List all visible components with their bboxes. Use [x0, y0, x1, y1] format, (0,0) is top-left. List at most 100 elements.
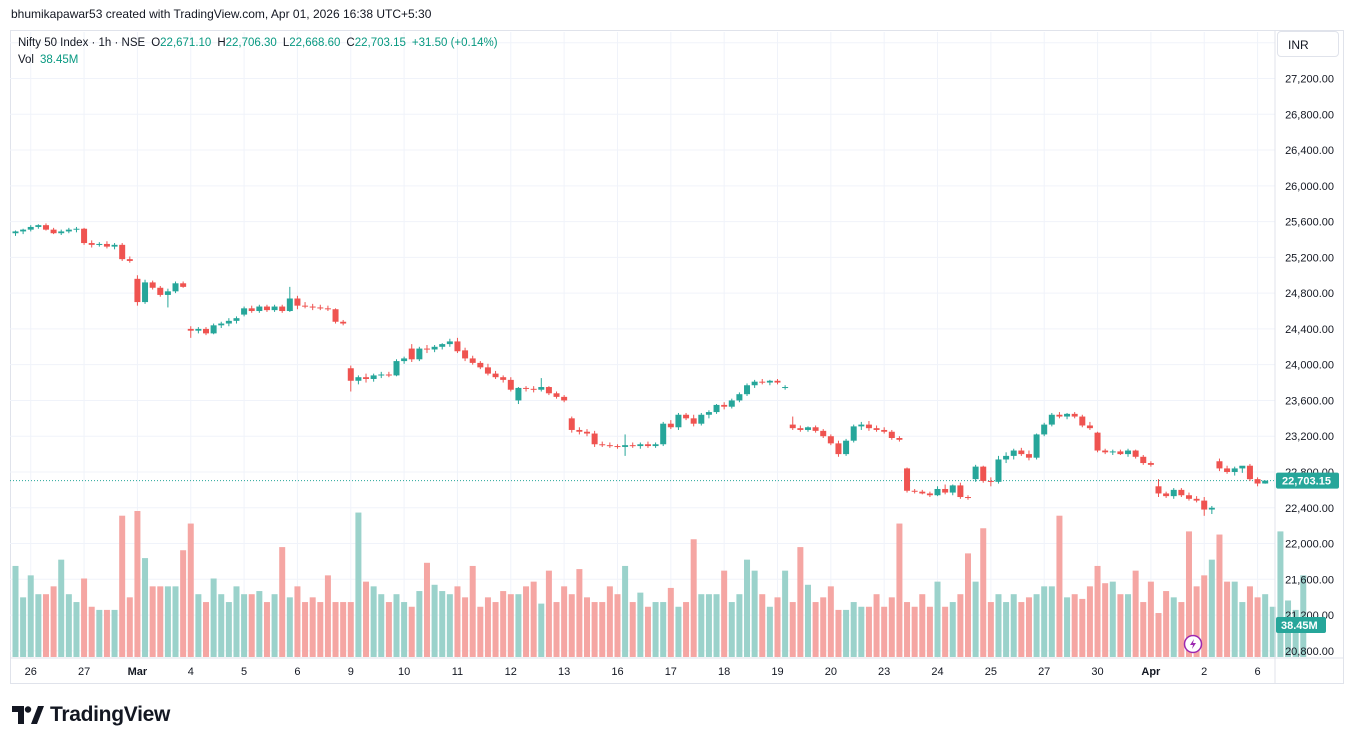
candle-body	[416, 348, 423, 360]
volume-bar	[1056, 515, 1063, 657]
volume-bar	[241, 594, 248, 657]
candle	[294, 295, 301, 310]
candle	[1262, 480, 1269, 484]
symbol-label[interactable]: Nifty 50 Index · 1h · NSE	[18, 37, 146, 49]
candle	[355, 375, 362, 385]
volume-bar	[462, 597, 469, 657]
candle	[797, 425, 804, 432]
candle-body	[500, 377, 507, 380]
volume-bar	[576, 569, 583, 657]
candle-body	[1262, 480, 1269, 484]
candle-body	[614, 446, 621, 448]
candle-body	[88, 243, 95, 245]
candle	[363, 373, 370, 383]
volume-bar	[1071, 594, 1078, 657]
volume-bar	[1147, 581, 1154, 657]
x-tick-label: 27	[1038, 666, 1050, 678]
candle	[812, 425, 819, 433]
volume-bar	[660, 602, 667, 657]
candle	[256, 304, 263, 313]
candle	[42, 223, 49, 231]
candle	[248, 305, 255, 313]
volume-bar	[804, 584, 811, 657]
volume-bar	[789, 602, 796, 657]
candle-body	[1147, 463, 1154, 465]
volume-bar	[225, 602, 232, 657]
candle-body	[119, 244, 126, 260]
candle	[523, 386, 530, 392]
candle	[606, 442, 613, 448]
candlestick-series	[12, 223, 1269, 516]
volume-bar	[637, 592, 644, 657]
y-tick-label: 25,600.00	[1285, 217, 1334, 229]
candle	[1056, 412, 1063, 419]
volume-bar	[584, 597, 590, 657]
candle-body	[957, 485, 964, 498]
candle-body	[218, 323, 225, 326]
candle-body	[858, 424, 865, 427]
x-tick-label: 25	[985, 666, 997, 678]
candle	[835, 440, 842, 457]
volume-bar	[919, 594, 926, 657]
volume-bar	[744, 559, 751, 657]
candle-body	[454, 341, 461, 352]
candle	[591, 430, 598, 447]
candle	[324, 305, 331, 312]
x-tick-label: 6	[294, 666, 300, 678]
candle-body	[804, 427, 811, 430]
y-tick-label: 24,000.00	[1285, 360, 1334, 372]
candle-body	[1086, 425, 1093, 429]
candle	[317, 304, 324, 311]
candle-body	[1071, 413, 1078, 417]
volume-bar	[759, 594, 766, 657]
volume-bar	[1239, 602, 1246, 657]
candle	[500, 375, 507, 383]
candle	[332, 308, 339, 324]
candle	[195, 327, 202, 334]
candle	[1140, 454, 1147, 465]
volume-bar	[987, 602, 994, 657]
candle-body	[919, 491, 926, 494]
chart-frame[interactable]	[10, 30, 1344, 684]
candle	[309, 303, 316, 311]
volume-bar	[347, 602, 354, 657]
candle-body	[385, 374, 392, 376]
close-label: C	[346, 37, 355, 49]
tradingview-logo[interactable]: TradingView	[12, 703, 170, 727]
realtime-icon[interactable]	[1183, 634, 1203, 654]
candle	[58, 229, 65, 236]
candle-body	[248, 308, 255, 312]
candle	[1246, 463, 1253, 481]
candle-body	[515, 387, 522, 401]
volume-bar	[210, 578, 217, 657]
volume-bar	[980, 528, 987, 657]
candle	[911, 488, 918, 494]
candle	[599, 441, 606, 447]
volume-bar	[1262, 594, 1269, 657]
volume-bar	[1109, 581, 1116, 657]
candle-body	[401, 358, 408, 362]
volume-bar	[530, 581, 537, 657]
volume-bar	[355, 512, 362, 657]
candle-body	[279, 306, 286, 312]
candle-body	[523, 387, 530, 389]
volume-bar	[1193, 586, 1200, 657]
candle	[126, 256, 133, 263]
y-tick-label: 24,800.00	[1285, 288, 1334, 300]
volume-bar	[1003, 602, 1010, 657]
candle-body	[759, 381, 766, 383]
candle	[683, 412, 690, 421]
volume-bar	[1018, 602, 1025, 657]
candle	[73, 226, 80, 233]
candle	[134, 275, 141, 306]
candle	[492, 370, 499, 379]
volume-bar	[721, 570, 728, 657]
volume-bar	[286, 597, 293, 657]
candle-body	[545, 387, 552, 394]
y-tick-label: 26,400.00	[1285, 145, 1334, 157]
currency-selector[interactable]: INR	[1277, 31, 1339, 57]
volume-bar	[187, 523, 194, 657]
volume-bar	[1208, 559, 1215, 657]
candle	[103, 241, 110, 249]
